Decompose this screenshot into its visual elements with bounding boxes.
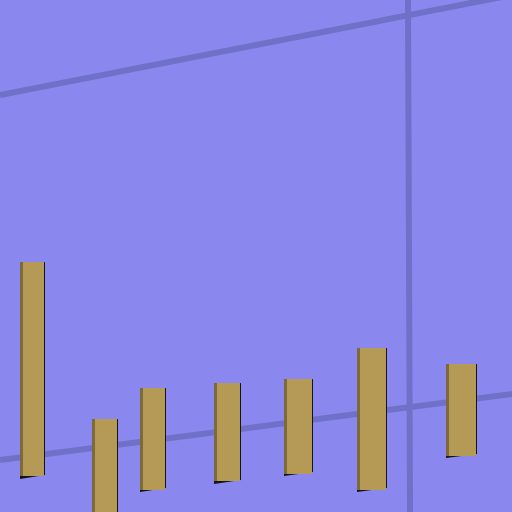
pillar-block-2 [92,419,118,512]
grid-line [405,0,413,512]
pillar-block-3 [140,388,166,492]
pillar-block-6 [357,348,387,492]
pillar-block-5 [284,379,313,476]
pillar-block-4 [214,383,241,484]
grid-line [0,391,512,463]
pillar-block-1 [20,262,45,479]
pillar-block-7 [446,364,477,458]
grid-line [0,0,503,98]
